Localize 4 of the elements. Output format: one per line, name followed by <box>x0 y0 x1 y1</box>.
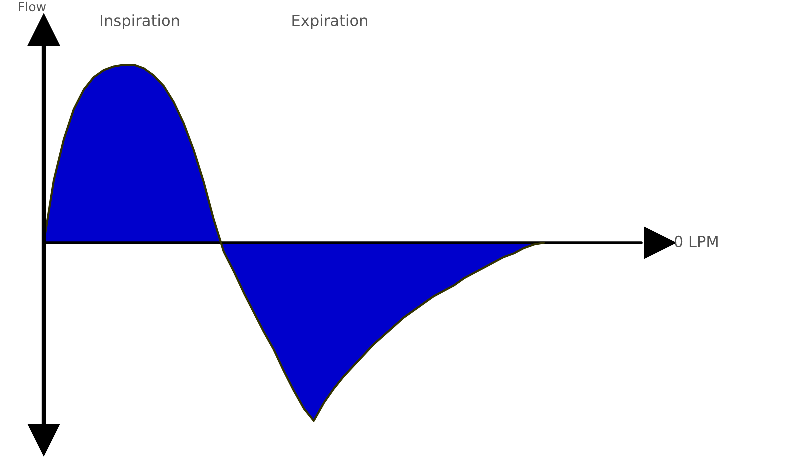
ref-line-label: 0 LPM <box>674 236 718 248</box>
text: Inspiration <box>101 14 180 30</box>
y-axis-title: Flow <box>19 2 46 12</box>
text: Expiration <box>292 14 368 30</box>
